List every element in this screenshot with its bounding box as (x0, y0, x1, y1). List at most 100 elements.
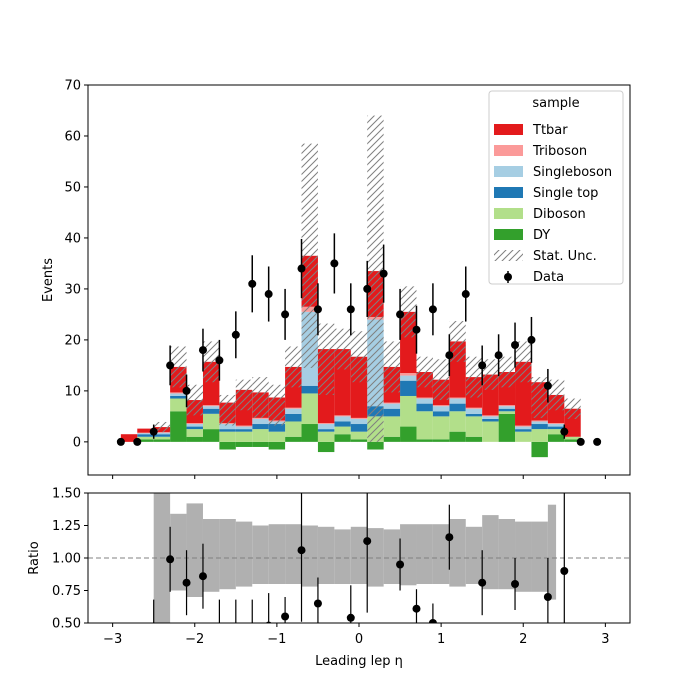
x-tick-label: 1 (437, 632, 445, 647)
stat-unc-band (416, 356, 433, 388)
bar-triboson (235, 425, 253, 427)
data-point (445, 351, 454, 360)
bar-triboson (498, 405, 516, 407)
ratio-plot-panel: 0.50 0.75 1.00 1.25 1.50 −3 −2 −1 0 1 2 3 Ratio Le… (27, 487, 631, 669)
ratio-unc-band (285, 524, 302, 584)
main-x-axis (112, 475, 606, 479)
bar-dy (465, 436, 483, 442)
data-point (461, 290, 470, 299)
data-point (576, 437, 585, 446)
legend-swatch-ttbar (494, 124, 523, 135)
bar-single-top (301, 385, 318, 394)
ratio-unc-band (235, 521, 253, 587)
bar-diboson (137, 436, 154, 440)
bar-singleboson (432, 406, 450, 412)
data-point (428, 305, 437, 314)
stat-unc-band (482, 359, 499, 390)
bar-triboson (531, 420, 548, 422)
ratio-unc-band (350, 526, 368, 584)
bar-diboson (317, 431, 335, 442)
bar-triboson (515, 425, 532, 427)
stat-unc-band (268, 384, 286, 426)
y-tick-label: 40 (64, 231, 81, 246)
legend-swatch-singleboson (494, 166, 523, 177)
ratio-y-axis-label: Ratio (27, 541, 42, 574)
bar-singleboson (498, 406, 516, 409)
stat-unc-band (285, 346, 302, 388)
bar-triboson (350, 417, 368, 419)
data-point (330, 259, 339, 268)
legend-label-dy: DY (533, 228, 550, 243)
stat-unc-band (334, 328, 351, 370)
stat-unc-band (317, 323, 335, 395)
bar-single-top (465, 413, 483, 417)
bar-singleboson (465, 408, 483, 414)
bar-diboson (301, 393, 318, 425)
bar-single-top (350, 424, 368, 432)
bar-single-top (235, 429, 253, 432)
data-point (396, 310, 405, 319)
bar-dy (350, 439, 368, 442)
legend-swatch-stat-unc (494, 250, 523, 261)
bar-dy (334, 434, 351, 442)
main-plot-panel: 0 10 20 30 40 50 60 70 Events (41, 79, 631, 479)
bar-singleboson (153, 432, 171, 435)
bar-dy (202, 429, 220, 442)
ratio-point (363, 537, 372, 546)
bar-dy (498, 413, 516, 442)
bar-single-top (153, 434, 171, 437)
bar-single-top (186, 426, 203, 430)
bar-ttbar (120, 434, 138, 442)
x-axis-label: Leading lep η (315, 654, 403, 669)
bar-singleboson (334, 416, 351, 422)
data-point (215, 356, 224, 365)
bar-single-top (515, 429, 532, 432)
y-tick-label: 20 (64, 333, 81, 348)
x-tick-label: −3 (103, 632, 122, 647)
ratio-unc-band (301, 525, 318, 587)
bar-triboson (334, 415, 351, 417)
ratio-point (412, 604, 421, 613)
stat-unc-band (367, 115, 384, 442)
ratio-unc-band (432, 524, 450, 584)
bar-singleboson (515, 426, 532, 430)
ratio-unc-band (334, 529, 351, 584)
bar-dy (317, 441, 335, 453)
ratio-unc-band (547, 504, 557, 600)
x-tick-label: −1 (267, 632, 286, 647)
bar-diboson (334, 426, 351, 435)
ratio-point (478, 578, 487, 587)
ratio-unc-band (482, 515, 499, 590)
data-point (248, 279, 257, 288)
bar-single-top (202, 408, 220, 414)
bar-triboson (482, 415, 499, 417)
data-point (527, 335, 536, 344)
y-tick-label: 60 (64, 129, 81, 144)
bar-diboson (252, 429, 269, 442)
bar-single-top (268, 424, 286, 432)
ratio-unc-band (498, 519, 516, 590)
bar-ttbar (137, 428, 154, 433)
y-tick-label: 10 (64, 384, 81, 399)
legend-swatch-single-top (494, 187, 523, 198)
data-point (313, 305, 322, 314)
bar-singleboson (235, 426, 253, 430)
data-point (182, 386, 191, 395)
ratio-point (182, 578, 191, 587)
bar-triboson (465, 407, 483, 409)
data-point (412, 325, 421, 334)
bar-single-top (285, 413, 302, 422)
bar-dy (449, 431, 466, 442)
bar-triboson (137, 432, 154, 434)
stat-unc-band (252, 377, 269, 418)
ratio-point (281, 612, 290, 621)
bar-triboson (383, 402, 401, 404)
bar-triboson (449, 397, 466, 399)
bar-singleboson (170, 393, 187, 396)
x-tick-label: 0 (355, 632, 363, 647)
ratio-unc-band (383, 529, 401, 584)
stat-unc-band (202, 341, 220, 383)
bar-singleboson (137, 433, 154, 435)
ratio-point (166, 555, 175, 564)
